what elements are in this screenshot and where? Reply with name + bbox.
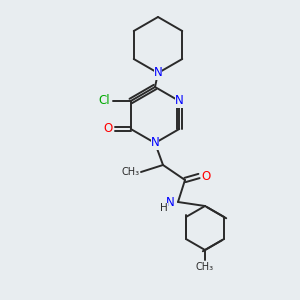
Text: N: N <box>151 136 159 149</box>
Text: H: H <box>160 203 168 213</box>
Text: O: O <box>201 169 211 182</box>
Text: CH₃: CH₃ <box>122 167 140 177</box>
Text: N: N <box>175 94 184 107</box>
Text: Cl: Cl <box>98 94 109 107</box>
Text: N: N <box>166 196 174 208</box>
Text: CH₃: CH₃ <box>196 262 214 272</box>
Text: N: N <box>154 67 162 80</box>
Text: O: O <box>103 122 112 136</box>
